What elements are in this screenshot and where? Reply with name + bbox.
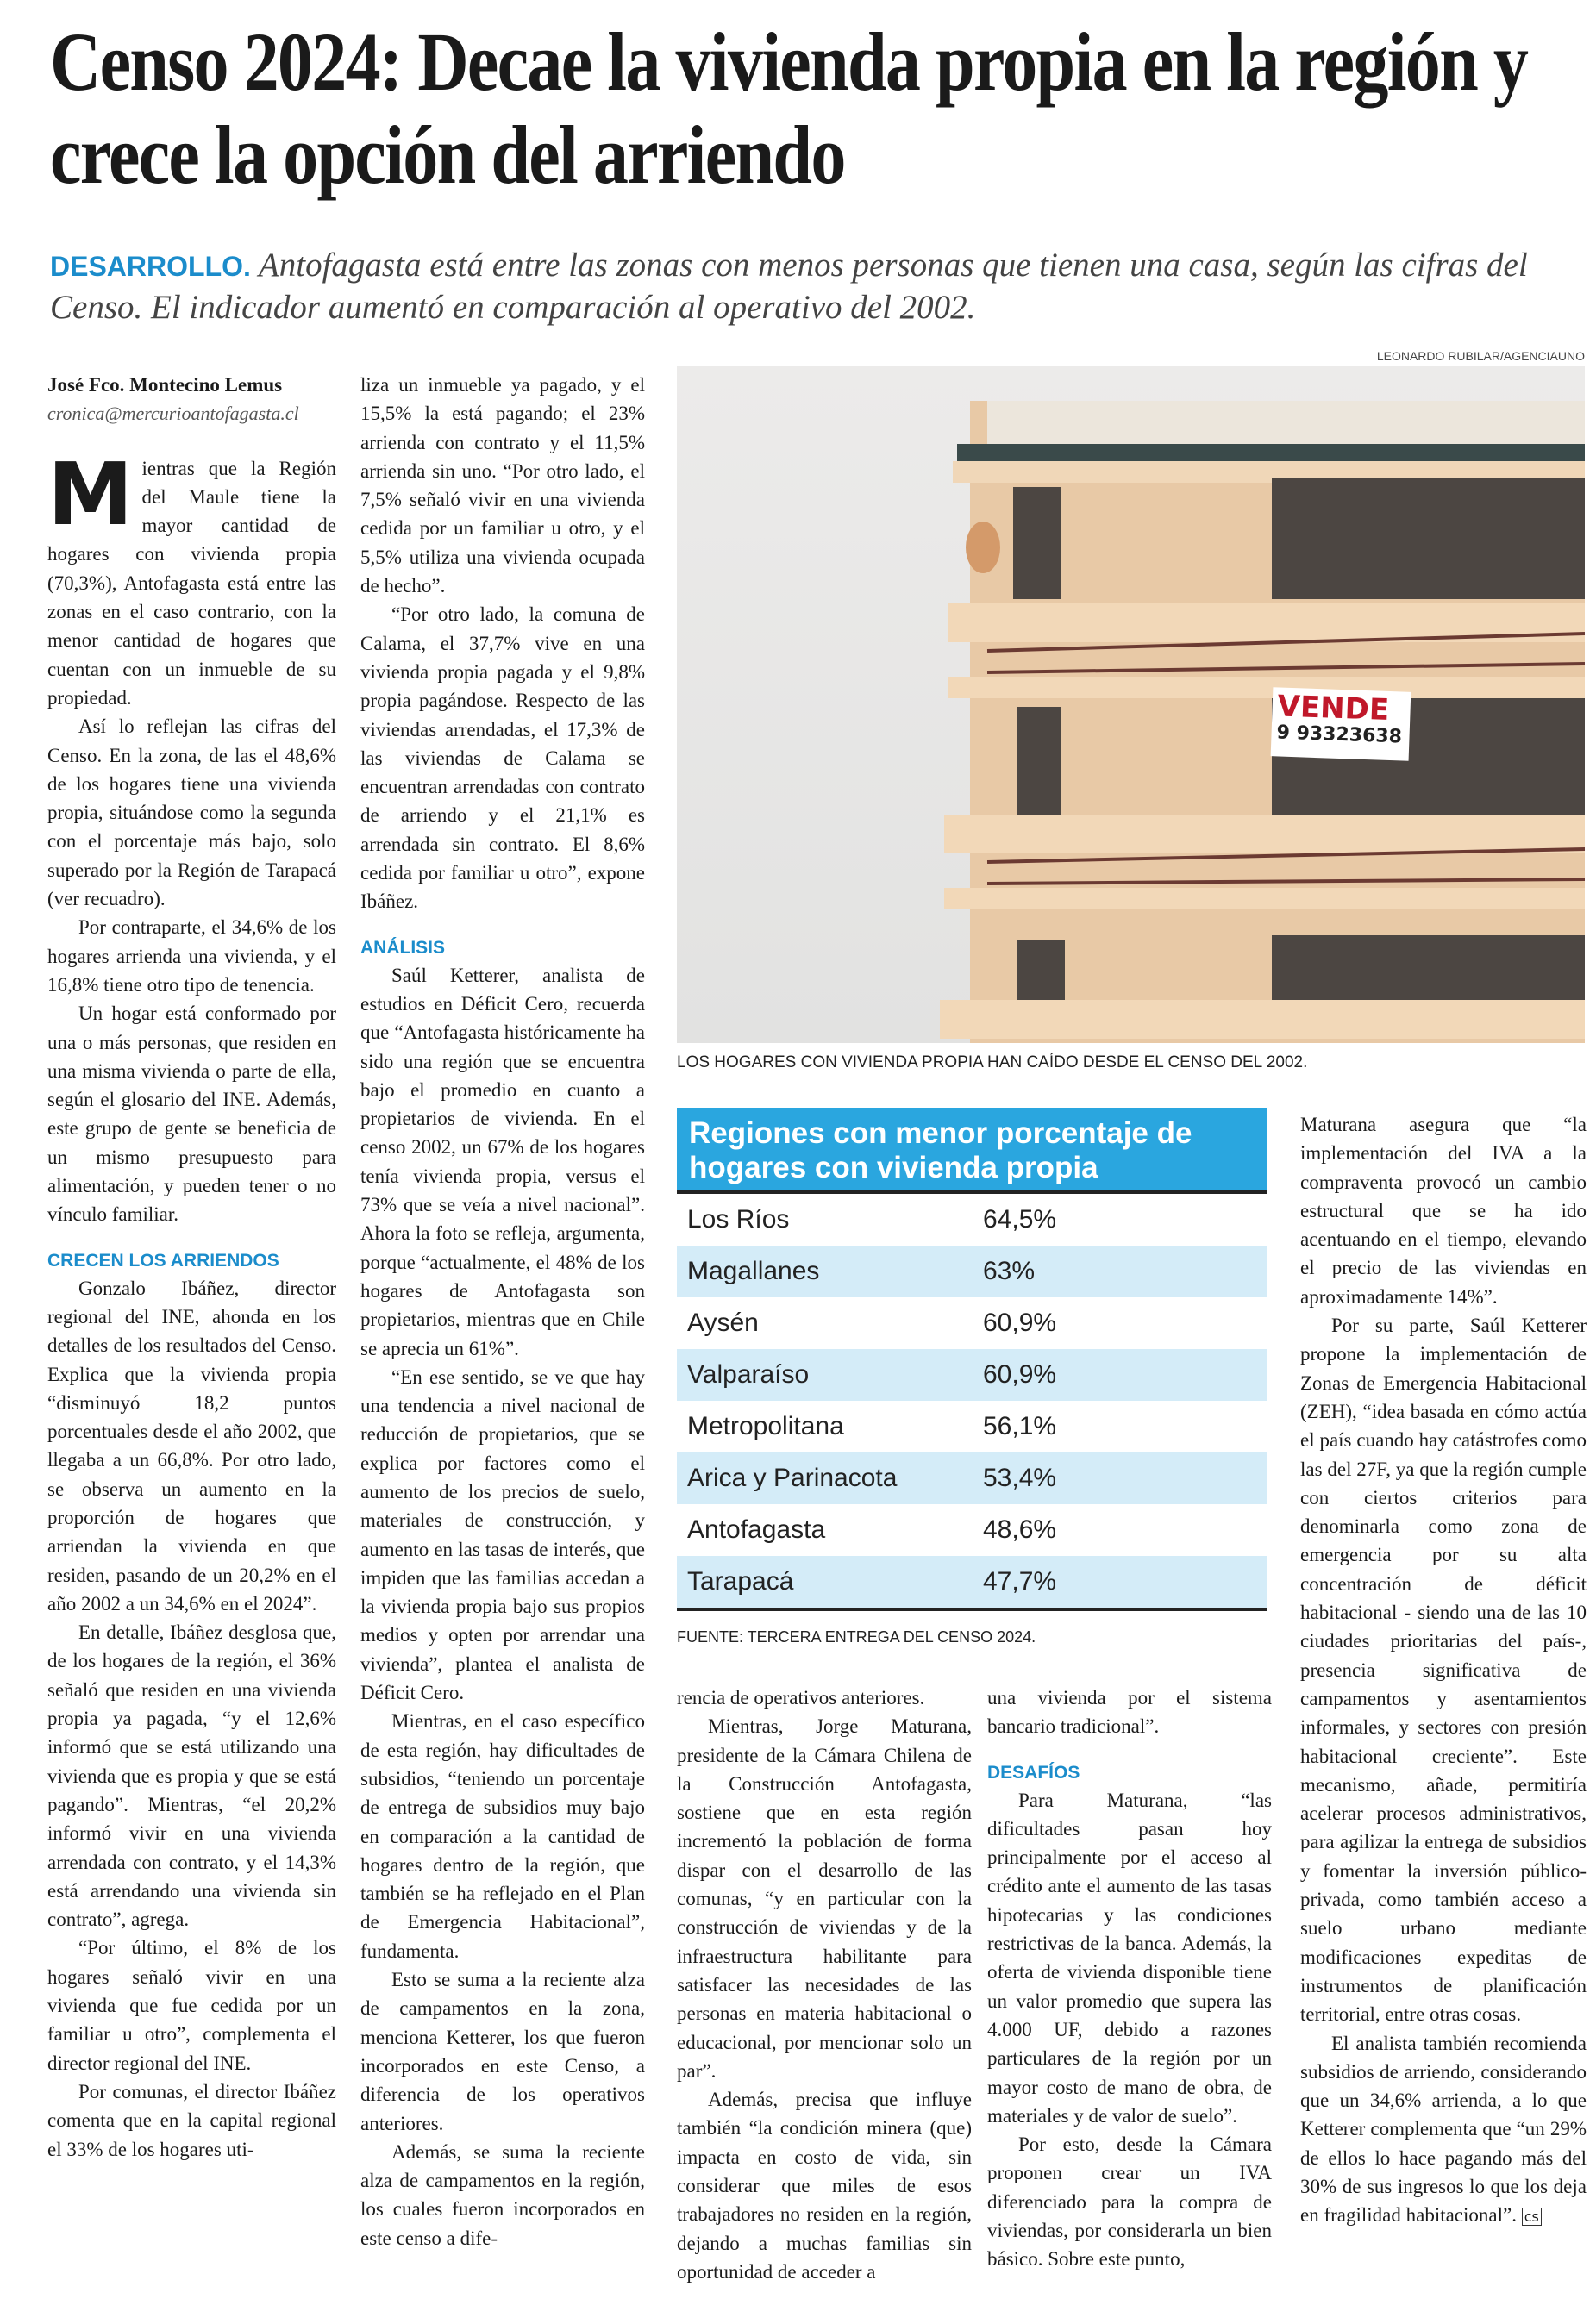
paragraph: Además, precisa que influye también “la … bbox=[677, 2089, 972, 2283]
region-name: Valparaíso bbox=[687, 1360, 810, 1389]
building-photo: VENDE 9 93323638 bbox=[677, 366, 1585, 1043]
table-row: Arica y Parinacota 53,4% bbox=[677, 1452, 1267, 1504]
paragraph: Mientras, Jorge Maturana, presidente de … bbox=[677, 1715, 972, 2082]
region-value: 64,5% bbox=[983, 1205, 1057, 1234]
paragraph: una vivienda por el sistema bancario tra… bbox=[987, 1687, 1272, 1738]
paragraph: Por esto, desde la Cámara proponen crear… bbox=[987, 2133, 1272, 2271]
lower-center-block: Regiones con menor porcentaje de hogares… bbox=[677, 1108, 1272, 2286]
region-value: 48,6% bbox=[983, 1515, 1057, 1544]
for-sale-sign: VENDE 9 93323638 bbox=[1270, 687, 1411, 761]
paragraph: “Por último, el 8% de los hogares señaló… bbox=[47, 1937, 336, 2074]
region-name: Tarapacá bbox=[687, 1567, 794, 1596]
paragraph: Saúl Ketterer, analista de estudios en D… bbox=[360, 964, 645, 1359]
region-value: 63% bbox=[983, 1257, 1036, 1285]
paragraph: rencia de operativos anteriores. bbox=[677, 1687, 925, 1709]
headline-wrapper: Censo 2024: Decae la vivienda propia en … bbox=[50, 16, 1580, 207]
photo-caption: LOS HOGARES CON VIVIENDA PROPIA HAN CAÍD… bbox=[677, 1053, 1308, 1071]
region-value: 60,9% bbox=[983, 1309, 1057, 1337]
article-column-3: rencia de operativos anteriores. Mientra… bbox=[677, 1684, 972, 2286]
section-heading: ANÁLISIS bbox=[360, 937, 446, 958]
sign-title: VENDE bbox=[1276, 689, 1390, 728]
paragraph: Por su parte, Saúl Ketterer propone la i… bbox=[1300, 1315, 1587, 2026]
table-row: Valparaíso 60,9% bbox=[677, 1349, 1267, 1401]
table-row: Metropolitana 56,1% bbox=[677, 1401, 1267, 1452]
region-name: Aysén bbox=[687, 1309, 759, 1337]
section-heading: DESAFÍOS bbox=[987, 1762, 1080, 1783]
table-source: FUENTE: TERCERA ENTREGA DEL CENSO 2024. bbox=[677, 1628, 1036, 1646]
paragraph: Por comunas, el director Ibáñez comenta … bbox=[47, 2080, 336, 2160]
region-name: Magallanes bbox=[687, 1257, 820, 1285]
subtitle: DESARROLLO. Antofagasta está entre las z… bbox=[50, 245, 1576, 328]
paragraph-text: ientras que la Región del Maule tiene la… bbox=[47, 457, 336, 709]
paragraph: En detalle, Ibáñez desglosa que, de los … bbox=[47, 1621, 336, 1931]
end-mark-icon: cs bbox=[1521, 2208, 1542, 2227]
region-value: 53,4% bbox=[983, 1464, 1057, 1492]
article-column-2: liza un inmueble ya pagado, y el 15,5% l… bbox=[360, 371, 645, 2252]
paragraph: “Por otro lado, la comuna de Calama, el … bbox=[360, 603, 645, 913]
table-bottom-rule bbox=[677, 1608, 1267, 1611]
paragraph: Por contraparte, el 34,6% de los hogares… bbox=[47, 916, 336, 996]
paragraph: Gonzalo Ibáñez, director regional del IN… bbox=[47, 1277, 336, 1615]
article-header: Censo 2024: Decae la vivienda propia en … bbox=[50, 16, 1580, 328]
paragraph: liza un inmueble ya pagado, y el 15,5% l… bbox=[360, 374, 645, 597]
paragraph: Para Maturana, “las dificultades pasan h… bbox=[987, 1789, 1272, 2127]
region-value: 47,7% bbox=[983, 1567, 1057, 1596]
paragraph: Un hogar está conformado por una o más p… bbox=[47, 1003, 336, 1226]
building-illustration bbox=[940, 401, 1585, 1043]
region-name: Antofagasta bbox=[687, 1515, 826, 1544]
table-title: Regiones con menor porcentaje de hogares… bbox=[677, 1108, 1267, 1194]
table-row: Los Ríos 64,5% bbox=[677, 1194, 1267, 1246]
byline-email[interactable]: cronica@mercurioantofagasta.cl bbox=[47, 403, 299, 425]
drop-cap: M bbox=[47, 443, 134, 545]
byline-author: José Fco. Montecino Lemus bbox=[47, 374, 283, 396]
paragraph: Además, se suma la reciente alza de camp… bbox=[360, 2140, 645, 2249]
region-name: Metropolitana bbox=[687, 1412, 844, 1440]
headline: Censo 2024: Decae la vivienda propia en … bbox=[50, 16, 1529, 201]
table-row: Tarapacá 47,7% bbox=[677, 1556, 1267, 1608]
table-row: Magallanes 63% bbox=[677, 1246, 1267, 1297]
region-value: 60,9% bbox=[983, 1360, 1057, 1389]
paragraph-text: El analista también recomienda subsidios… bbox=[1300, 2032, 1587, 2227]
lower-columns: rencia de operativos anteriores. Mientra… bbox=[677, 1684, 1272, 2286]
photo-credit: LEONARDO RUBILAR/AGENCIAUNO bbox=[1376, 349, 1585, 363]
region-name: Arica y Parinacota bbox=[687, 1464, 898, 1492]
paragraph: “En ese sentido, se ve que hay una tende… bbox=[360, 1365, 645, 1704]
article-column-5: Maturana asegura que “la implementación … bbox=[1300, 1110, 1587, 2232]
paragraph: Mientras, en el caso específico de esta … bbox=[360, 1710, 645, 1962]
table-row: Aysén 60,9% bbox=[677, 1297, 1267, 1349]
paragraph: Así lo reflejan las cifras del Censo. En… bbox=[47, 715, 336, 910]
article-column-4: una vivienda por el sistema bancario tra… bbox=[987, 1684, 1272, 2286]
table-row: Antofagasta 48,6% bbox=[677, 1504, 1267, 1556]
section-kicker: DESARROLLO. bbox=[50, 251, 251, 282]
regions-table: Regiones con menor porcentaje de hogares… bbox=[677, 1108, 1267, 1611]
paragraph: Maturana asegura que “la implementación … bbox=[1300, 1114, 1587, 1308]
subtitle-text: Antofagasta está entre las zonas con men… bbox=[50, 247, 1528, 326]
sign-phone: 9 93323638 bbox=[1276, 722, 1403, 748]
paragraph: Esto se suma a la reciente alza de campa… bbox=[360, 1969, 645, 2134]
table-body: Los Ríos 64,5% Magallanes 63% Aysén 60,9% V… bbox=[677, 1194, 1267, 1608]
paragraph: El analista también recomienda subsidios… bbox=[1300, 2029, 1587, 2232]
region-value: 56,1% bbox=[983, 1412, 1057, 1440]
region-name: Los Ríos bbox=[687, 1205, 790, 1234]
article-column-1: José Fco. Montecino Lemus cronica@mercur… bbox=[47, 371, 336, 2164]
section-heading: CRECEN LOS ARRIENDOS bbox=[47, 1250, 279, 1271]
